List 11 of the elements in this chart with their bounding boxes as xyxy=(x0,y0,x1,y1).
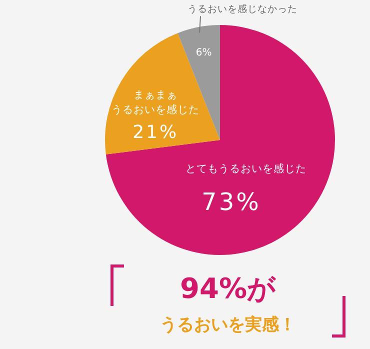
data-label: 73% xyxy=(202,188,261,216)
text: 94%が xyxy=(180,272,278,305)
slice-label: とてもうるおいを感じた xyxy=(186,162,307,175)
slice-label: まぁまぁうるおいを感じた xyxy=(112,88,200,116)
slice-label: うるおいを感じなかった xyxy=(188,3,298,15)
pie-slice xyxy=(105,33,220,154)
pie-slice xyxy=(178,25,220,140)
data-label: 21% xyxy=(132,122,179,143)
data-label: 6% xyxy=(196,47,212,58)
text: うるおいを実感！ xyxy=(160,315,296,335)
pie-slice xyxy=(106,25,335,255)
